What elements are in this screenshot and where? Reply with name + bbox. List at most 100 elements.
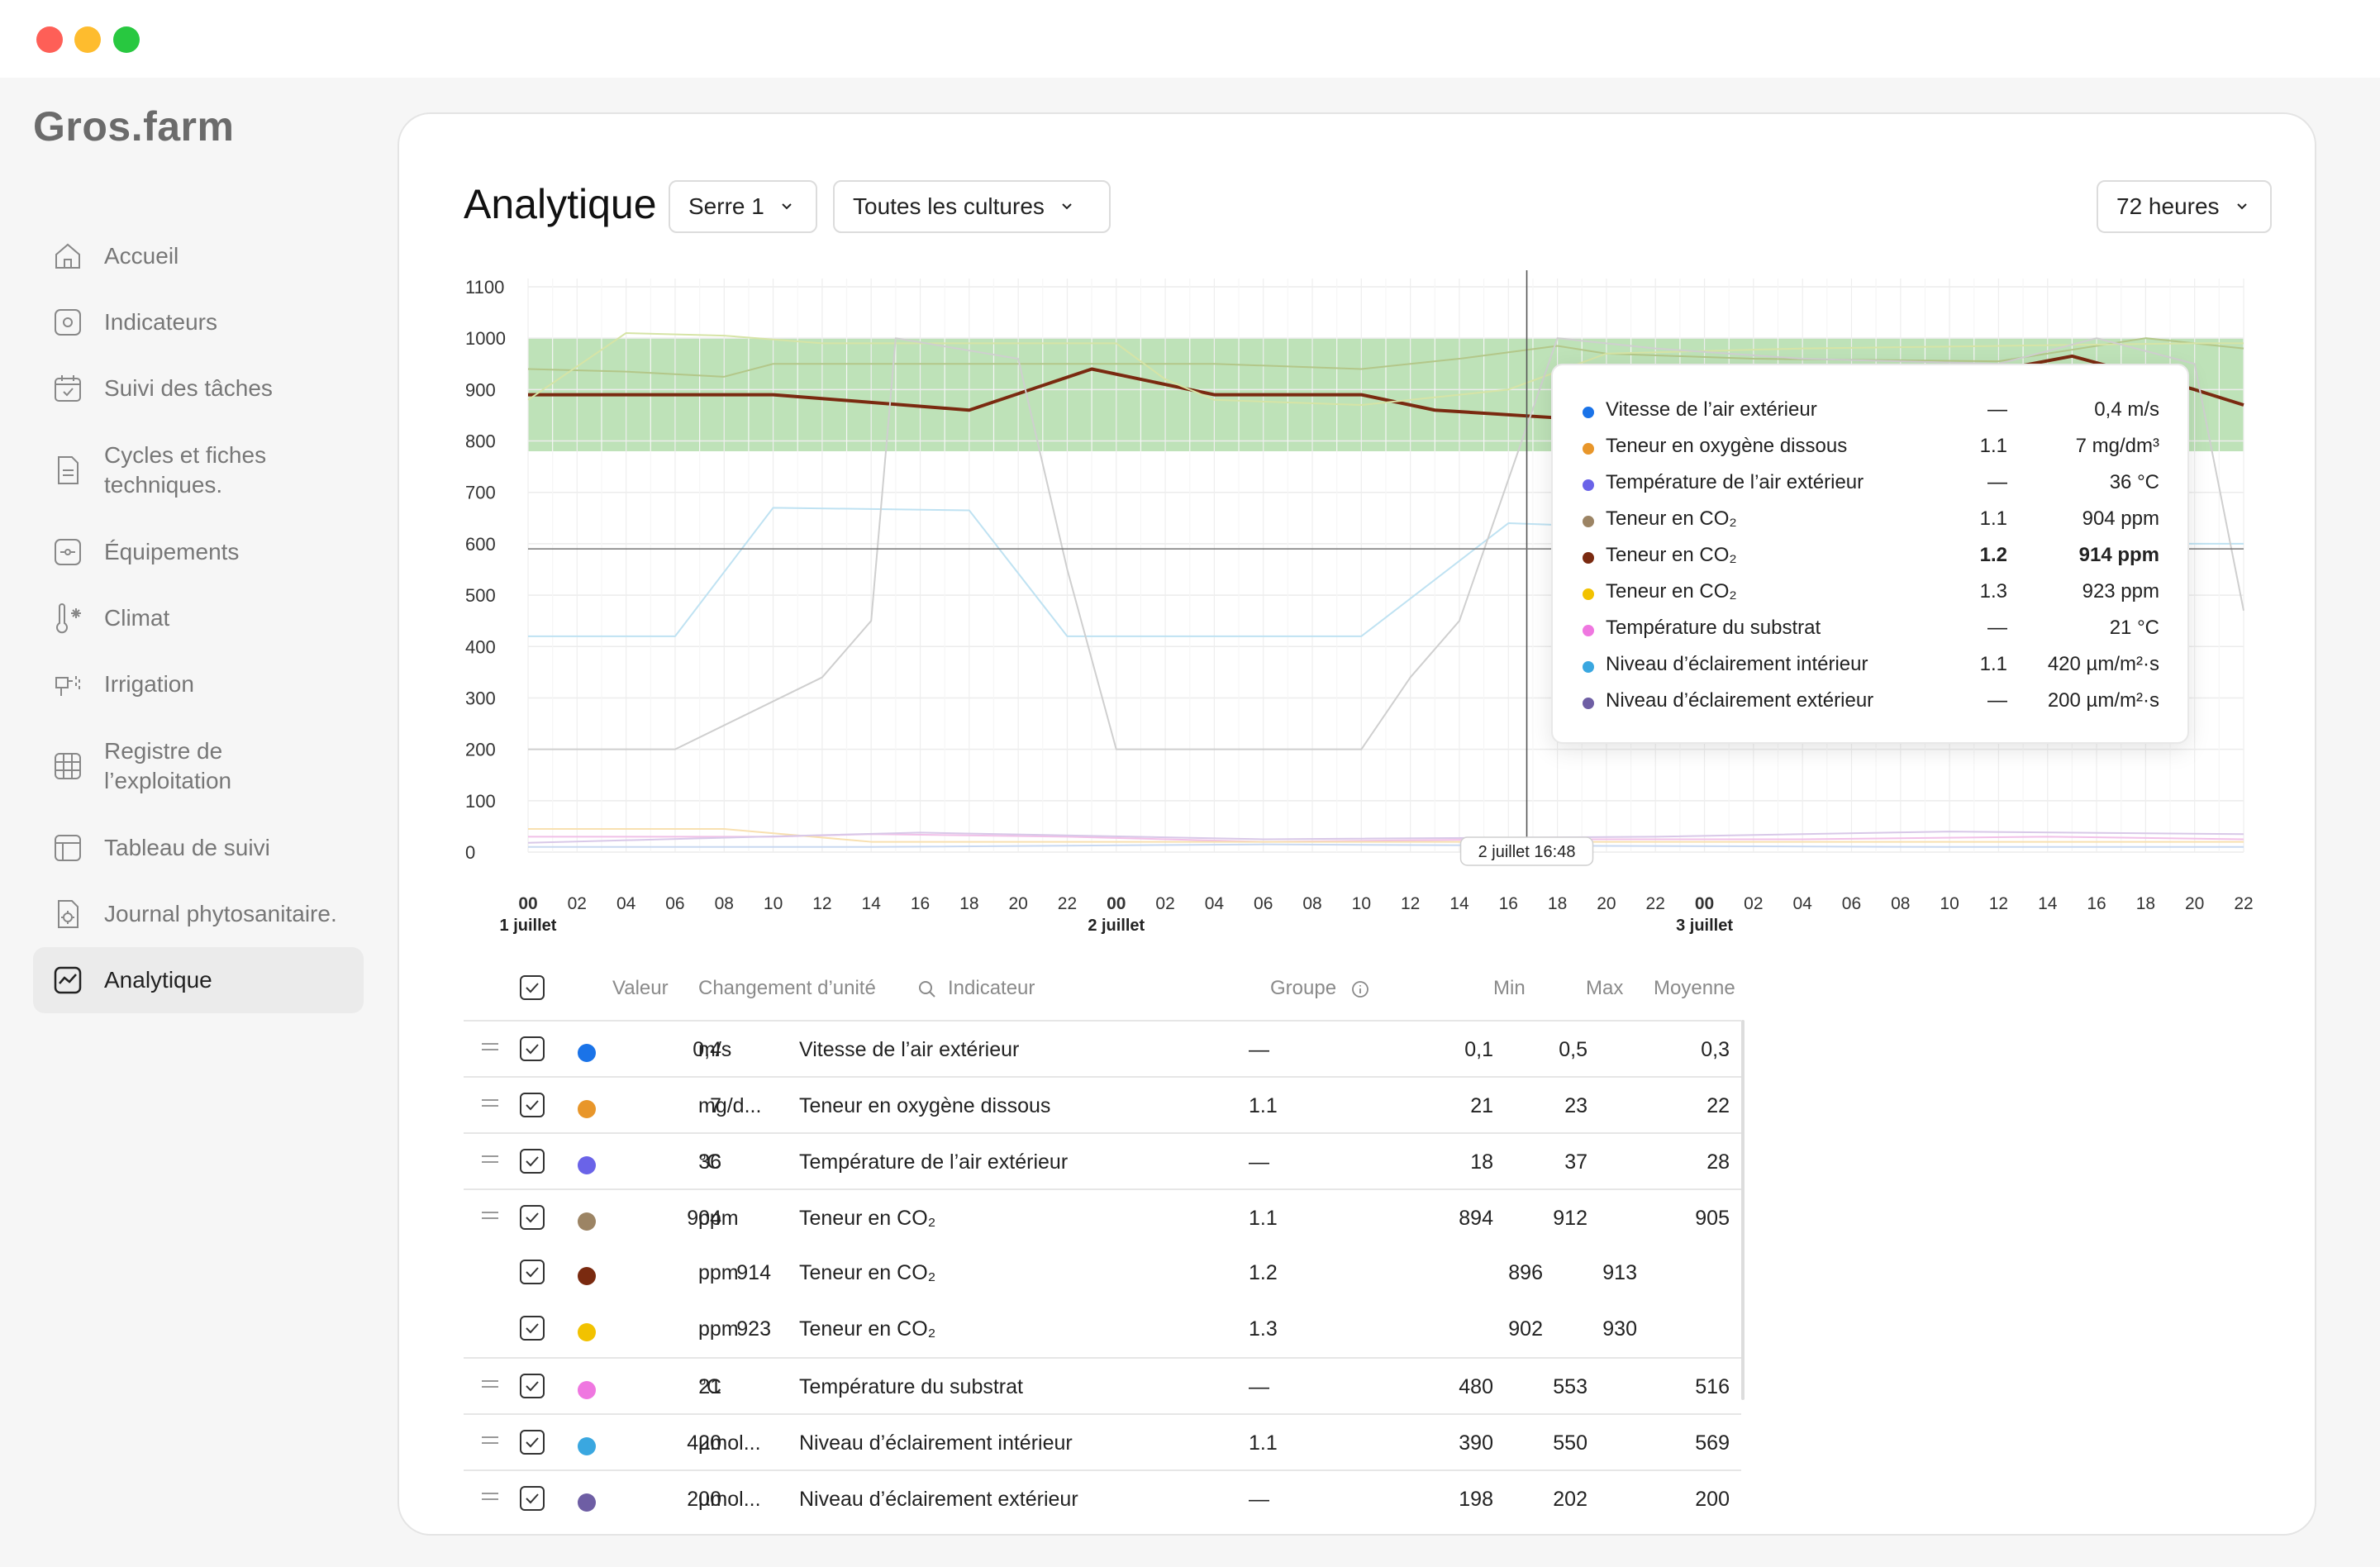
row-unit[interactable]: °C [698,1375,722,1398]
y-tick-label: 800 [465,431,496,452]
column-header-group[interactable]: Groupe [1270,977,1337,999]
row-value: 914 [736,1261,771,1284]
greenhouse-select-value: Serre 1 [688,193,764,219]
row-group: — [1249,1488,1269,1511]
sensor-icon [51,306,84,339]
minimize-window-button[interactable] [74,26,101,53]
table-row[interactable]: 7 mg/d... Teneur en oxygène dissous 1.1 21 23… [464,1076,1741,1134]
sidebar-item-indicateurs[interactable]: Indicateurs [33,289,364,355]
row-unit[interactable]: mg/d... [698,1094,762,1117]
table-row[interactable]: 904 ppm Teneur en CO₂ 1.1 894 912 905 [464,1188,1741,1246]
drag-handle-icon[interactable] [482,1493,498,1504]
x-tick-label: 16 [2087,894,2106,913]
row-checkbox[interactable] [520,1036,545,1061]
row-unit[interactable]: ppm [698,1317,739,1341]
tooltip-row: Teneur en oxygène dissous 1.1 7 mg/dm³ [1553,430,2187,466]
tooltip-series-name: Teneur en CO₂ [1606,580,1737,603]
row-group: 1.1 [1249,1207,1278,1230]
sidebar-item-tableau[interactable]: Tableau de suivi [33,815,364,881]
row-value: 36 [698,1150,721,1174]
tooltip-series-value: 7 mg/dm³ [2075,435,2159,457]
x-tick-label: 00 [518,894,537,913]
row-checkbox[interactable] [520,1205,545,1230]
sidebar-item-journal[interactable]: Journal phytosanitaire. [33,881,364,947]
row-unit[interactable]: ppm [698,1261,739,1284]
table-row[interactable]: 0,4 m/s Vitesse de l’air extérieur — 0,1 0,5 0… [464,1020,1741,1078]
app-logo[interactable]: Gros.farm [33,103,235,150]
x-tick-label: 14 [1449,894,1469,913]
row-checkbox[interactable] [520,1149,545,1174]
drag-handle-icon[interactable] [482,1155,498,1167]
search-icon[interactable] [918,980,936,998]
x-tick-label: 08 [715,894,734,913]
column-header-avg[interactable]: Moyenne [1654,977,1735,999]
info-icon[interactable] [1351,980,1369,998]
crop-select[interactable]: Toutes les cultures [833,180,1111,233]
select-all-checkbox[interactable] [520,975,545,1000]
x-tick-label: 12 [812,894,831,913]
row-indicator: Niveau d’éclairement intérieur [799,1431,1073,1455]
sidebar-item-equipements[interactable]: Équipements [33,519,364,585]
row-group: 1.1 [1249,1431,1278,1455]
crop-select-value: Toutes les cultures [853,193,1045,219]
tooltip-series-name: Teneur en CO₂ [1606,507,1737,530]
sidebar-item-irrigation[interactable]: Irrigation [33,651,364,717]
analytics-icon [51,964,84,997]
table-row[interactable]: 36 °C Température de l’air extérieur — 18 37 2… [464,1132,1741,1190]
main-panel: Analytique Serre 1 Toutes les cultures 7… [397,112,2316,1536]
row-checkbox[interactable] [520,1316,545,1341]
sidebar-item-climat[interactable]: Climat [33,585,364,651]
tooltip-row: Teneur en CO₂ 1.3 923 ppm [1553,575,2187,612]
maximize-window-button[interactable] [113,26,140,53]
drag-handle-icon[interactable] [482,1099,498,1111]
series-line-1 [527,337,2244,378]
sidebar-item-suivi-taches[interactable]: Suivi des tâches [33,355,364,422]
column-header-value[interactable]: Valeur [612,977,669,999]
x-tick-label: 18 [2136,894,2155,913]
close-window-button[interactable] [36,26,63,53]
sidebar-item-cycles[interactable]: Cycles et fiches techniques. [33,422,364,519]
x-tick-label: 12 [1401,894,1420,913]
column-header-indicator[interactable]: Indicateur [948,977,1035,999]
y-tick-label: 200 [465,740,496,760]
table-row[interactable]: 420 µmol... Niveau d’éclairement intérieur… [464,1413,1741,1471]
row-unit[interactable]: µmol... [698,1488,761,1511]
x-tick-label: 04 [1792,894,1812,913]
drag-handle-icon[interactable] [482,1212,498,1223]
sidebar-item-label: Tableau de suivi [104,835,270,860]
column-header-max[interactable]: Max [1586,977,1624,999]
column-header-unit[interactable]: Changement d’unité [698,977,876,999]
series-color-dot [578,1267,596,1285]
row-checkbox[interactable] [520,1430,545,1455]
row-unit[interactable]: °C [698,1150,722,1174]
drag-handle-icon[interactable] [482,1436,498,1448]
row-checkbox[interactable] [520,1486,545,1511]
column-header-min[interactable]: Min [1493,977,1526,999]
tooltip-series-group: 1.1 [1979,435,2007,457]
table-scrollbar[interactable] [1741,1020,1745,1400]
tooltip-series-value: 36 °C [2109,471,2159,493]
sidebar-item-analytique[interactable]: Analytique [33,947,364,1013]
drag-handle-icon[interactable] [482,1380,498,1392]
sidebar-item-accueil[interactable]: Accueil [33,223,364,289]
row-group: — [1249,1038,1269,1061]
table-row[interactable]: 200 µmol... Niveau d’éclairement extérieur… [464,1469,1741,1516]
greenhouse-select[interactable]: Serre 1 [669,180,817,233]
row-checkbox[interactable] [520,1374,545,1398]
period-select[interactable]: 72 heures [2097,180,2272,233]
row-unit[interactable]: µmol... [698,1431,761,1455]
row-checkbox[interactable] [520,1093,545,1117]
series-line-6 [528,828,2244,843]
drag-handle-icon[interactable] [482,1043,498,1055]
row-checkbox[interactable] [520,1260,545,1284]
sidebar-item-registre[interactable]: Registre de l’exploitation [33,717,364,815]
tooltip-series-value: 21 °C [2109,617,2159,639]
row-unit[interactable]: ppm [698,1207,739,1230]
series-line-4 [528,337,2244,750]
table-row[interactable]: 21 °C Température du substrat — 480 553 516 [464,1357,1741,1415]
row-avg: 905 [1695,1207,1730,1230]
row-unit[interactable]: m/s [698,1038,732,1061]
series-color-dot [1583,698,1594,709]
